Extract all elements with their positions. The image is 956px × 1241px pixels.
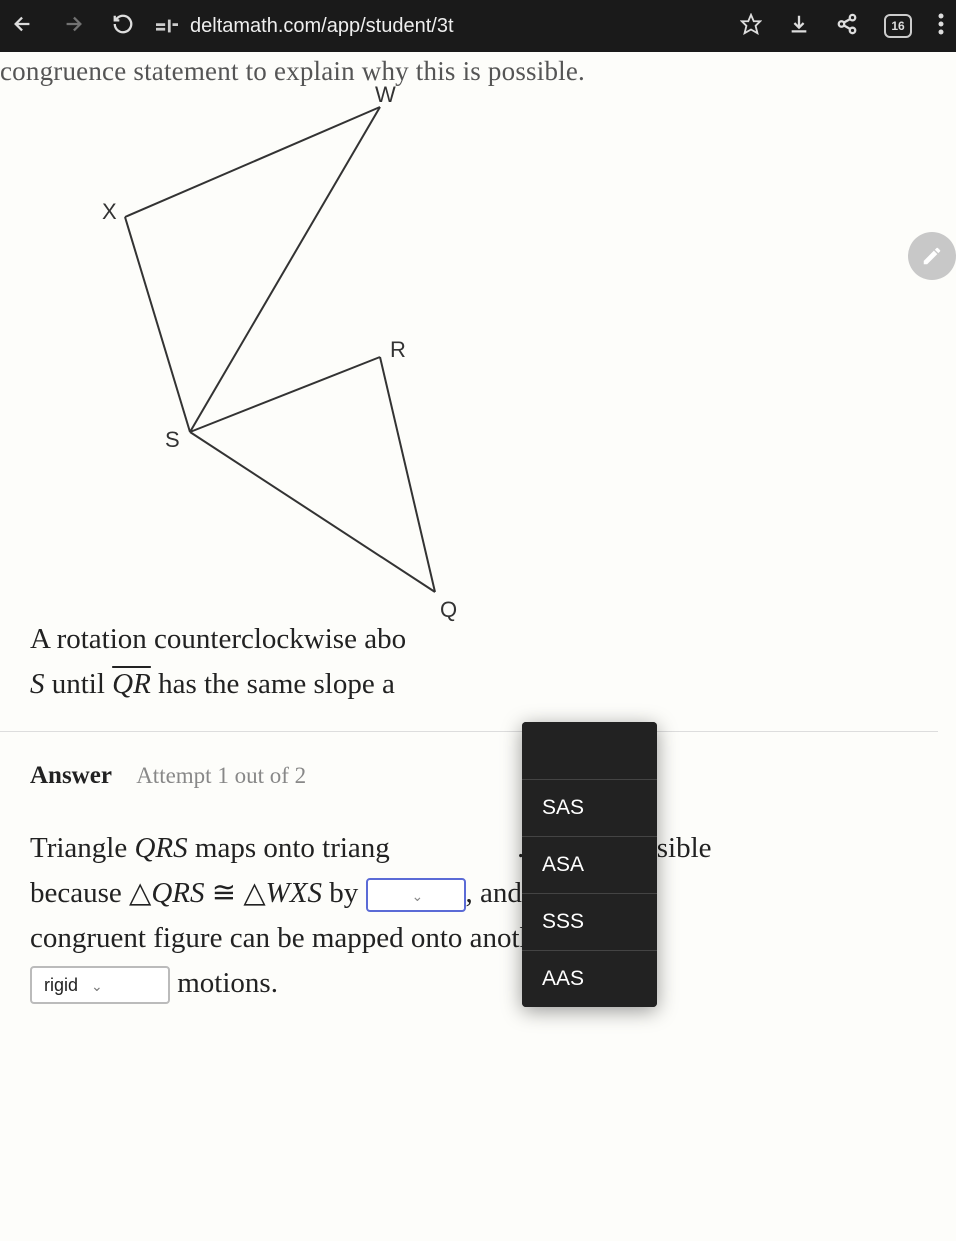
text: because [30, 877, 129, 909]
dropdown-option-sas[interactable]: SAS [522, 780, 657, 837]
congruence-select[interactable]: ⌄ [366, 878, 466, 912]
text: motions. [170, 967, 278, 999]
triangle-diagram: WXSRQ [0, 87, 938, 607]
vertex-label-x: X [102, 199, 117, 225]
tab-count-badge[interactable]: 16 [884, 14, 912, 38]
share-icon[interactable] [836, 13, 858, 40]
dropdown-option-sss[interactable]: SSS [522, 894, 657, 951]
motion-type-select[interactable]: rigid ⌄ [30, 966, 170, 1004]
select-value: rigid [44, 975, 78, 995]
vertex-label-w: W [375, 82, 396, 108]
math: QRS [134, 832, 187, 864]
page-content: congruence statement to explain why this… [0, 52, 956, 1241]
dropdown-option-aas[interactable]: AAS [522, 951, 657, 1007]
text: has the same slope a [158, 668, 395, 700]
browser-toolbar: deltamath.com/app/student/3t 16 [0, 0, 956, 52]
chevron-down-icon: ⌄ [412, 888, 424, 904]
text: until [52, 668, 112, 700]
star-icon[interactable] [740, 13, 762, 40]
math: △QRS [129, 877, 204, 909]
vertex-label-q: Q [440, 597, 457, 623]
vertex-label-r: R [390, 337, 406, 363]
reload-icon[interactable] [112, 13, 134, 40]
forward-icon[interactable] [62, 13, 84, 40]
url-text[interactable]: deltamath.com/app/student/3t [190, 15, 454, 38]
text: S [30, 668, 45, 700]
dropdown-option-blank[interactable] [522, 722, 657, 780]
text: by [322, 877, 366, 909]
text: Triangle [30, 832, 134, 864]
math: △WXS [243, 877, 322, 909]
menu-icon[interactable] [938, 13, 944, 40]
vertex-label-s: S [165, 427, 180, 453]
answer-paragraph: Triangle QRS maps onto triang . This is … [0, 800, 938, 1006]
congruence-dropdown: SASASASSSAAS [522, 722, 657, 1007]
attempt-text: Attempt 1 out of 2 [136, 763, 306, 788]
segment-qr: QR [112, 668, 151, 700]
chevron-down-icon: ⌄ [91, 978, 103, 994]
congruent-symbol: ≅ [205, 877, 244, 909]
answer-header: Answer Attempt 1 out of 2 [0, 732, 938, 800]
answer-label: Answer [30, 762, 112, 789]
site-icon [156, 15, 178, 37]
text: maps onto triang [188, 832, 390, 864]
diagram-svg [0, 87, 700, 627]
edit-fab[interactable] [908, 232, 956, 280]
question-text: congruence statement to explain why this… [0, 52, 938, 87]
text: A rotation counterclockwise abo [30, 623, 406, 655]
dropdown-option-asa[interactable]: ASA [522, 837, 657, 894]
back-icon[interactable] [12, 13, 34, 40]
download-icon[interactable] [788, 13, 810, 40]
